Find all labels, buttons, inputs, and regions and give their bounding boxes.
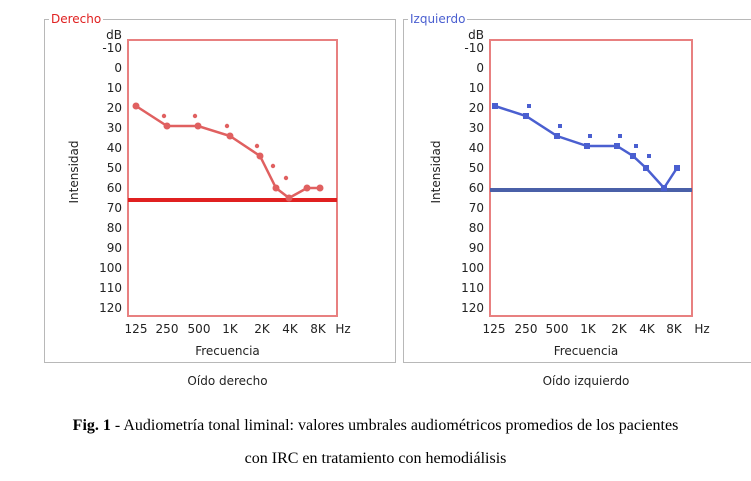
x-tick-label: 1K — [580, 322, 597, 336]
data-point-air — [674, 165, 680, 171]
x-tick-label: 250 — [156, 322, 179, 336]
chart-frame-left-ear — [403, 19, 751, 363]
data-point-air — [194, 122, 202, 130]
data-point-bone — [634, 144, 638, 148]
data-point-bone — [224, 123, 230, 129]
chart-frame-right-ear — [44, 19, 396, 363]
y-tick-label: 120 — [99, 301, 122, 315]
x-tick-label: 125 — [125, 322, 148, 336]
y-tick-label: 70 — [469, 201, 484, 215]
y-tick-label: 110 — [461, 281, 484, 295]
panel-label-left-ear: Izquierdo — [408, 12, 468, 26]
y-tick-label: 0 — [114, 61, 122, 75]
y-tick-label: 20 — [469, 101, 484, 115]
y-tick-label: 20 — [107, 101, 122, 115]
plot-area-1 — [489, 39, 693, 317]
y-tick-label: 70 — [107, 201, 122, 215]
y-unit-label: dB — [106, 28, 122, 42]
data-point-air — [256, 152, 264, 160]
data-point-air — [492, 103, 498, 109]
x-tick-label: 4K — [282, 322, 299, 336]
data-point-bone — [618, 134, 622, 138]
x-axis-title: Frecuencia — [554, 344, 619, 358]
x-unit-label: Hz — [335, 322, 350, 336]
data-point-bone — [270, 163, 276, 169]
x-tick-label: 4K — [639, 322, 656, 336]
y-unit-label: dB — [468, 28, 484, 42]
audiogram-charts: -100102030405060708090100110120dBIntensi… — [67, 28, 710, 388]
data-point-bone — [527, 104, 531, 108]
data-point-air — [630, 153, 636, 159]
data-point-air — [285, 194, 293, 202]
y-tick-label: 0 — [476, 61, 484, 75]
data-point-air — [643, 165, 649, 171]
panel-title: Oído derecho — [187, 374, 267, 388]
y-tick-label: 60 — [469, 181, 484, 195]
x-tick-label: 250 — [515, 322, 538, 336]
data-point-air — [584, 143, 590, 149]
data-point-air — [132, 102, 140, 110]
figure-caption-line2: con IRC en tratamiento con hemodiálisis — [244, 450, 507, 467]
figure-label: Fig. 1 — [72, 417, 111, 434]
data-point-air — [614, 143, 620, 149]
y-tick-label: 90 — [107, 241, 122, 255]
y-tick-label: -10 — [102, 41, 122, 55]
data-point-bone — [558, 124, 562, 128]
panel-title: Oído izquierdo — [543, 374, 630, 388]
data-point-air — [163, 122, 171, 130]
x-tick-label: 2K — [611, 322, 628, 336]
data-point-air — [272, 184, 280, 192]
data-point-bone — [283, 175, 289, 181]
y-tick-label: 10 — [469, 81, 484, 95]
data-point-bone — [254, 143, 260, 149]
y-tick-label: 80 — [107, 221, 122, 235]
figure-caption-line1: Fig. 1 - Audiometría tonal liminal: valo… — [0, 417, 751, 435]
y-tick-label: 80 — [469, 221, 484, 235]
y-tick-label: 60 — [107, 181, 122, 195]
x-tick-label: 2K — [254, 322, 271, 336]
x-unit-label: Hz — [694, 322, 709, 336]
data-point-bone — [161, 113, 167, 119]
data-point-bone — [647, 154, 651, 158]
y-tick-label: 100 — [461, 261, 484, 275]
data-point-air — [554, 133, 560, 139]
x-axis-title: Frecuencia — [195, 344, 260, 358]
x-tick-label: 1K — [222, 322, 239, 336]
data-point-bone — [588, 134, 592, 138]
data-point-air — [316, 184, 324, 192]
panel-label-right-ear: Derecho — [49, 12, 104, 26]
x-tick-label: 500 — [546, 322, 569, 336]
data-point-air — [523, 113, 529, 119]
plot-area-0 — [127, 39, 338, 317]
y-tick-label: 40 — [469, 141, 484, 155]
data-point-air — [226, 132, 234, 140]
data-point-air — [303, 184, 311, 192]
y-tick-label: 50 — [107, 161, 122, 175]
y-axis-title: Intensidad — [429, 140, 443, 203]
y-tick-label: 10 — [107, 81, 122, 95]
x-tick-label: 500 — [188, 322, 211, 336]
y-tick-label: 30 — [469, 121, 484, 135]
y-tick-label: 120 — [461, 301, 484, 315]
y-tick-label: 40 — [107, 141, 122, 155]
x-tick-label: 125 — [483, 322, 506, 336]
data-point-bone — [192, 113, 198, 119]
y-tick-label: 100 — [99, 261, 122, 275]
x-tick-label: 8K — [666, 322, 683, 336]
y-tick-label: 50 — [469, 161, 484, 175]
x-tick-label: 8K — [310, 322, 327, 336]
y-tick-label: 110 — [99, 281, 122, 295]
y-tick-label: 90 — [469, 241, 484, 255]
y-tick-label: -10 — [464, 41, 484, 55]
data-point-air — [661, 185, 667, 191]
figure-caption-text: - Audiometría tonal liminal: valores umb… — [110, 417, 679, 434]
y-axis-title: Intensidad — [67, 140, 81, 203]
y-tick-label: 30 — [107, 121, 122, 135]
